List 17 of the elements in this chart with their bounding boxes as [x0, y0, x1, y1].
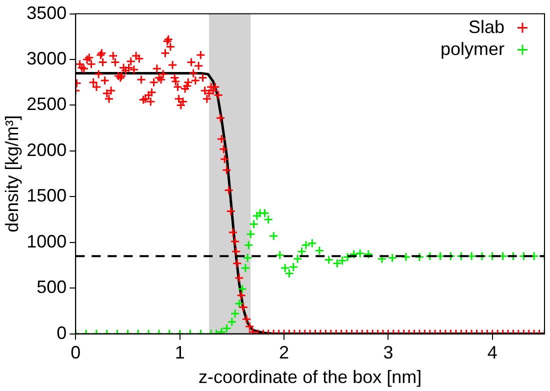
x-tick-label: 4 [487, 342, 498, 363]
y-tick-label: 3000 [26, 48, 67, 68]
y-tick-label: 3500 [26, 2, 67, 23]
x-tick-label: 1 [174, 342, 185, 363]
x-axis-title: z-coordinate of the box [nm] [198, 367, 422, 388]
y-tick-label: 2500 [26, 94, 67, 114]
x-tick-label: 0 [70, 342, 81, 363]
y-tick-label: 500 [36, 277, 67, 298]
legend-label: Slab [468, 16, 504, 37]
y-tick-label: 0 [56, 322, 67, 343]
legend-label: polymer [440, 38, 504, 59]
y-axis-title: density [kg/m³] [2, 115, 22, 232]
y-tick-label: 1000 [26, 231, 67, 252]
y-tick-label: 1500 [26, 186, 67, 206]
x-tick-label: 3 [383, 342, 394, 363]
x-tick-label: 2 [279, 342, 290, 363]
y-tick-label: 2000 [26, 140, 67, 160]
